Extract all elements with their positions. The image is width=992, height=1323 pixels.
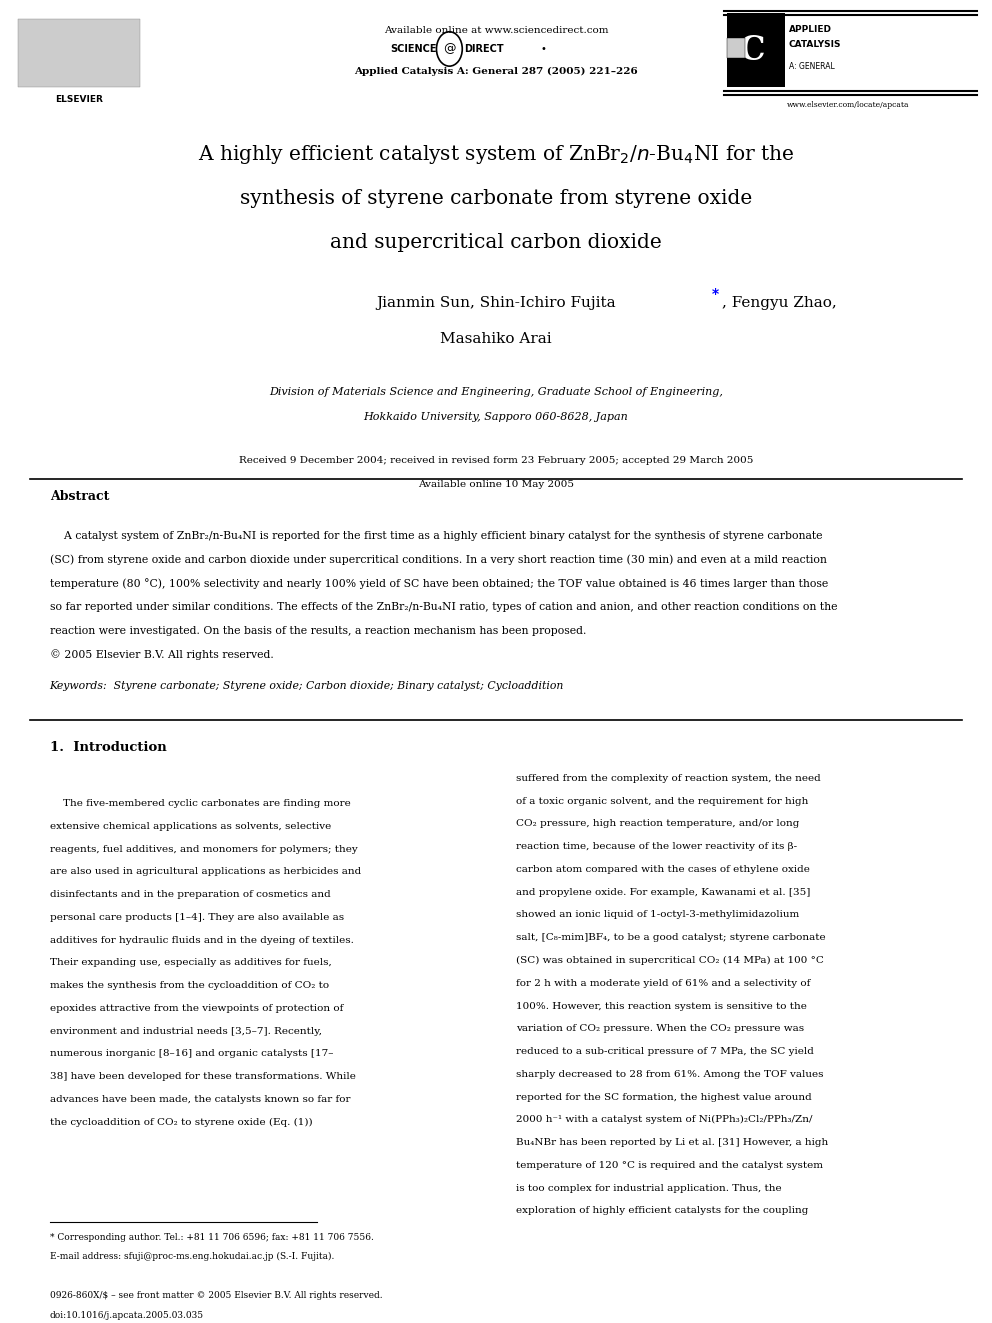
Text: (SC) was obtained in supercritical CO₂ (14 MPa) at 100 °C: (SC) was obtained in supercritical CO₂ (… <box>516 957 823 964</box>
Text: of a toxic organic solvent, and the requirement for high: of a toxic organic solvent, and the requ… <box>516 796 808 806</box>
Text: reaction were investigated. On the basis of the results, a reaction mechanism ha: reaction were investigated. On the basis… <box>50 626 586 636</box>
Text: variation of CO₂ pressure. When the CO₂ pressure was: variation of CO₂ pressure. When the CO₂ … <box>516 1024 804 1033</box>
Text: A: GENERAL: A: GENERAL <box>789 62 834 70</box>
Text: are also used in agricultural applications as herbicides and: are also used in agricultural applicatio… <box>50 868 361 876</box>
Text: salt, [C₈-mim]BF₄, to be a good catalyst; styrene carbonate: salt, [C₈-mim]BF₄, to be a good catalyst… <box>516 933 825 942</box>
Bar <box>727 38 745 58</box>
Text: temperature of 120 °C is required and the catalyst system: temperature of 120 °C is required and th… <box>516 1160 822 1170</box>
Text: reduced to a sub-critical pressure of 7 MPa, the SC yield: reduced to a sub-critical pressure of 7 … <box>516 1046 813 1056</box>
Text: Hokkaido University, Sapporo 060-8628, Japan: Hokkaido University, Sapporo 060-8628, J… <box>364 411 628 422</box>
Text: temperature (80 °C), 100% selectivity and nearly 100% yield of SC have been obta: temperature (80 °C), 100% selectivity an… <box>50 578 828 589</box>
Text: Keywords:  Styrene carbonate; Styrene oxide; Carbon dioxide; Binary catalyst; Cy: Keywords: Styrene carbonate; Styrene oxi… <box>50 681 564 692</box>
Text: * Corresponding author. Tel.: +81 11 706 6596; fax: +81 11 706 7556.: * Corresponding author. Tel.: +81 11 706… <box>50 1233 373 1242</box>
Text: and supercritical carbon dioxide: and supercritical carbon dioxide <box>330 233 662 251</box>
Text: additives for hydraulic fluids and in the dyeing of textiles.: additives for hydraulic fluids and in th… <box>50 935 353 945</box>
Text: advances have been made, the catalysts known so far for: advances have been made, the catalysts k… <box>50 1095 350 1103</box>
Text: SCIENCE: SCIENCE <box>390 44 436 54</box>
Text: carbon atom compared with the cases of ethylene oxide: carbon atom compared with the cases of e… <box>516 865 809 875</box>
Text: numerous inorganic [8–16] and organic catalysts [17–: numerous inorganic [8–16] and organic ca… <box>50 1049 333 1058</box>
Text: Available online 10 May 2005: Available online 10 May 2005 <box>418 480 574 488</box>
Text: CATALYSIS: CATALYSIS <box>789 41 841 49</box>
Text: Bu₄NBr has been reported by Li et al. [31] However, a high: Bu₄NBr has been reported by Li et al. [3… <box>516 1138 828 1147</box>
Text: suffered from the complexity of reaction system, the need: suffered from the complexity of reaction… <box>516 774 820 783</box>
Text: www.elsevier.com/locate/apcata: www.elsevier.com/locate/apcata <box>787 101 910 108</box>
Text: Masahiko Arai: Masahiko Arai <box>440 332 552 345</box>
Text: 1.  Introduction: 1. Introduction <box>50 741 167 754</box>
Text: 2000 h⁻¹ with a catalyst system of Ni(PPh₃)₂Cl₂/PPh₃/Zn/: 2000 h⁻¹ with a catalyst system of Ni(PP… <box>516 1115 812 1125</box>
Text: A highly efficient catalyst system of ZnBr$_2$/$n$-Bu$_4$NI for the: A highly efficient catalyst system of Zn… <box>197 143 795 167</box>
Text: 38] have been developed for these transformations. While: 38] have been developed for these transf… <box>50 1072 355 1081</box>
Text: environment and industrial needs [3,5–7]. Recently,: environment and industrial needs [3,5–7]… <box>50 1027 321 1036</box>
Text: A catalyst system of ZnBr₂/n-Bu₄NI is reported for the first time as a highly ef: A catalyst system of ZnBr₂/n-Bu₄NI is re… <box>50 531 822 541</box>
Text: Applied Catalysis A: General 287 (2005) 221–226: Applied Catalysis A: General 287 (2005) … <box>354 67 638 75</box>
Text: 0926-860X/$ – see front matter © 2005 Elsevier B.V. All rights reserved.: 0926-860X/$ – see front matter © 2005 El… <box>50 1291 382 1301</box>
Text: Jianmin Sun, Shin-Ichiro Fujita: Jianmin Sun, Shin-Ichiro Fujita <box>376 296 616 310</box>
Text: @: @ <box>443 42 455 56</box>
Text: personal care products [1–4]. They are also available as: personal care products [1–4]. They are a… <box>50 913 343 922</box>
Text: reaction time, because of the lower reactivity of its β-: reaction time, because of the lower reac… <box>516 843 797 851</box>
Text: sharply decreased to 28 from 61%. Among the TOF values: sharply decreased to 28 from 61%. Among … <box>516 1070 823 1078</box>
Bar <box>727 13 785 87</box>
Text: 100%. However, this reaction system is sensitive to the: 100%. However, this reaction system is s… <box>516 1002 806 1011</box>
Text: © 2005 Elsevier B.V. All rights reserved.: © 2005 Elsevier B.V. All rights reserved… <box>50 650 274 660</box>
Text: reagents, fuel additives, and monomers for polymers; they: reagents, fuel additives, and monomers f… <box>50 844 357 853</box>
Text: CO₂ pressure, high reaction temperature, and/or long: CO₂ pressure, high reaction temperature,… <box>516 819 800 828</box>
Text: DIRECT: DIRECT <box>464 44 504 54</box>
Text: doi:10.1016/j.apcata.2005.03.035: doi:10.1016/j.apcata.2005.03.035 <box>50 1311 203 1320</box>
Text: Received 9 December 2004; received in revised form 23 February 2005; accepted 29: Received 9 December 2004; received in re… <box>239 456 753 464</box>
Text: synthesis of styrene carbonate from styrene oxide: synthesis of styrene carbonate from styr… <box>240 189 752 208</box>
Text: makes the synthesis from the cycloaddition of CO₂ to: makes the synthesis from the cycloadditi… <box>50 982 328 990</box>
Text: reported for the SC formation, the highest value around: reported for the SC formation, the highe… <box>516 1093 811 1102</box>
Text: and propylene oxide. For example, Kawanami et al. [35]: and propylene oxide. For example, Kawana… <box>516 888 810 897</box>
Text: *: * <box>712 287 719 300</box>
Text: exploration of highly efficient catalysts for the coupling: exploration of highly efficient catalyst… <box>516 1207 808 1216</box>
Text: APPLIED: APPLIED <box>789 25 831 33</box>
Text: •: • <box>541 44 547 54</box>
Text: E-mail address: sfuji@proc-ms.eng.hokudai.ac.jp (S.-I. Fujita).: E-mail address: sfuji@proc-ms.eng.hokuda… <box>50 1252 334 1261</box>
Text: for 2 h with a moderate yield of 61% and a selectivity of: for 2 h with a moderate yield of 61% and… <box>516 979 810 988</box>
Text: Abstract: Abstract <box>50 490 109 503</box>
Bar <box>18 19 140 87</box>
Text: (SC) from styrene oxide and carbon dioxide under supercritical conditions. In a : (SC) from styrene oxide and carbon dioxi… <box>50 554 826 565</box>
Text: so far reported under similar conditions. The effects of the ZnBr₂/n-Bu₄NI ratio: so far reported under similar conditions… <box>50 602 837 613</box>
Text: ELSEVIER: ELSEVIER <box>56 95 103 105</box>
Text: epoxides attractive from the viewpoints of protection of: epoxides attractive from the viewpoints … <box>50 1004 343 1013</box>
Text: showed an ionic liquid of 1-octyl-3-methylimidazolium: showed an ionic liquid of 1-octyl-3-meth… <box>516 910 800 919</box>
Text: , Fengyu Zhao,: , Fengyu Zhao, <box>722 296 837 310</box>
Text: Division of Materials Science and Engineering, Graduate School of Engineering,: Division of Materials Science and Engine… <box>269 386 723 397</box>
Text: Their expanding use, especially as additives for fuels,: Their expanding use, especially as addit… <box>50 958 331 967</box>
Text: is too complex for industrial application. Thus, the: is too complex for industrial applicatio… <box>516 1184 782 1192</box>
Text: C: C <box>739 34 766 66</box>
Text: Available online at www.sciencedirect.com: Available online at www.sciencedirect.co… <box>384 26 608 34</box>
Text: The five-membered cyclic carbonates are finding more: The five-membered cyclic carbonates are … <box>50 799 350 808</box>
Text: the cycloaddition of CO₂ to styrene oxide (Eq. (1)): the cycloaddition of CO₂ to styrene oxid… <box>50 1118 312 1127</box>
Text: disinfectants and in the preparation of cosmetics and: disinfectants and in the preparation of … <box>50 890 330 900</box>
Text: extensive chemical applications as solvents, selective: extensive chemical applications as solve… <box>50 822 331 831</box>
